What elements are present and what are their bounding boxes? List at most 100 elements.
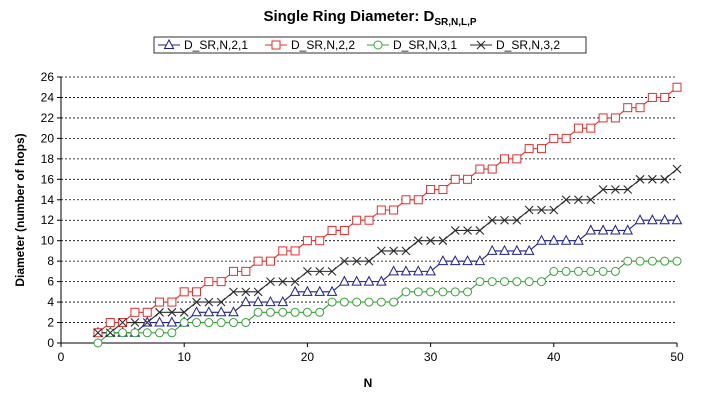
y-tick-label-6: 6 xyxy=(47,275,54,289)
y-tick-label-18: 18 xyxy=(41,152,55,166)
data-point xyxy=(536,234,547,245)
data-point xyxy=(155,307,164,317)
data-point xyxy=(524,144,534,154)
data-point xyxy=(499,244,510,255)
data-point xyxy=(548,234,560,245)
data-point xyxy=(561,133,571,143)
data-point xyxy=(278,277,288,287)
data-point xyxy=(610,266,620,276)
data-point xyxy=(364,297,374,307)
legend-label: D_SR,N,3,2 xyxy=(496,38,560,52)
data-point xyxy=(450,174,460,184)
data-point xyxy=(265,296,276,307)
data-point xyxy=(511,244,523,255)
y-tick-label-2: 2 xyxy=(47,316,54,330)
data-point xyxy=(597,224,609,235)
data-point xyxy=(253,307,263,317)
data-point xyxy=(339,256,349,266)
legend-label: D_SR,N,3,1 xyxy=(393,38,457,52)
data-point xyxy=(400,265,412,276)
data-point xyxy=(537,205,546,215)
data-point xyxy=(118,318,127,327)
data-point xyxy=(216,277,226,287)
data-point xyxy=(290,246,300,256)
data-point xyxy=(142,318,152,327)
legend-entry-3: D_SR,N,3,2 xyxy=(470,38,560,52)
data-point xyxy=(487,277,497,287)
data-point xyxy=(327,266,337,276)
legend-marker xyxy=(373,40,383,50)
data-point xyxy=(487,215,497,225)
data-point xyxy=(500,215,509,225)
legend-entry-2: D_SR,N,3,1 xyxy=(367,38,457,52)
data-point xyxy=(647,92,657,102)
data-point xyxy=(142,328,152,338)
data-point xyxy=(449,255,461,266)
data-point xyxy=(363,275,375,286)
data-point xyxy=(475,277,485,287)
data-point xyxy=(388,265,399,276)
data-point xyxy=(389,205,399,215)
data-point xyxy=(450,226,460,235)
data-point xyxy=(574,195,583,205)
series-line-3 xyxy=(97,168,678,334)
data-point xyxy=(660,92,670,102)
data-point xyxy=(660,174,670,184)
data-point xyxy=(586,195,596,205)
data-point xyxy=(672,164,682,174)
data-point xyxy=(191,306,202,317)
series-markers xyxy=(92,82,683,348)
data-point xyxy=(389,297,399,307)
data-point xyxy=(228,318,238,328)
data-point xyxy=(240,296,252,307)
data-point xyxy=(339,225,349,235)
data-point xyxy=(524,205,534,215)
data-point xyxy=(192,287,202,297)
legend: D_SR,N,2,1 D_SR,N,2,2 D_SR,N,3,1 D_SR,N,3,2 xyxy=(153,36,587,54)
y-axis-title: Diameter (number of hops) xyxy=(13,133,27,286)
x-tick-label-30: 30 xyxy=(424,350,438,364)
data-point xyxy=(463,226,472,235)
data-point xyxy=(512,154,522,164)
x-tick-label-10: 10 xyxy=(178,350,192,364)
data-point xyxy=(302,307,312,317)
data-point xyxy=(192,297,201,307)
data-point xyxy=(586,123,596,133)
data-point xyxy=(327,297,337,307)
data-point xyxy=(586,266,596,276)
data-point xyxy=(364,256,374,266)
data-point xyxy=(475,164,485,174)
data-point xyxy=(265,307,275,317)
data-point xyxy=(302,285,313,296)
data-point xyxy=(155,328,165,338)
data-point xyxy=(142,307,152,317)
data-point xyxy=(93,328,103,338)
data-point xyxy=(192,318,202,328)
data-point xyxy=(412,265,424,276)
data-point xyxy=(315,307,325,317)
chart-title: Single Ring Diameter: DSR,N,L,P xyxy=(263,8,476,28)
data-point xyxy=(105,328,115,338)
data-point xyxy=(536,144,546,154)
data-point xyxy=(315,236,325,246)
x-tick-label-50: 50 xyxy=(670,350,684,364)
data-point xyxy=(487,164,497,174)
data-point xyxy=(660,256,670,266)
data-point xyxy=(315,266,325,276)
series-points-3 xyxy=(93,164,682,338)
y-tick-label-24: 24 xyxy=(41,90,55,104)
data-point xyxy=(278,307,288,317)
data-point xyxy=(549,205,559,215)
data-point xyxy=(204,277,214,287)
data-point xyxy=(623,185,633,194)
data-point xyxy=(573,266,583,276)
data-point xyxy=(376,297,386,307)
data-point xyxy=(241,318,251,328)
data-point xyxy=(561,266,571,276)
data-point xyxy=(463,174,473,184)
legend-entry-1: D_SR,N,2,2 xyxy=(265,38,355,52)
data-point xyxy=(610,113,620,123)
data-point xyxy=(524,277,534,287)
data-point xyxy=(598,185,608,194)
data-point xyxy=(413,195,423,205)
